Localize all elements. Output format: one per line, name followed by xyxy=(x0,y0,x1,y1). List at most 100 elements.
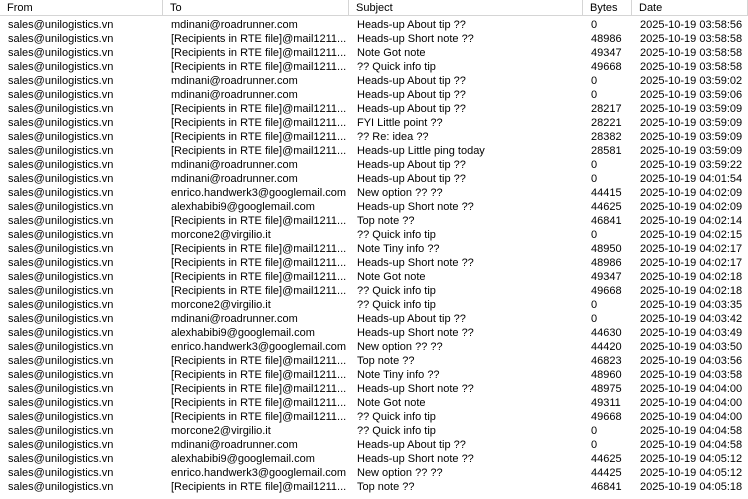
date-cell: 2025-10-19 04:02:17 xyxy=(640,257,743,269)
date-cell: 2025-10-19 04:04:00 xyxy=(640,397,743,409)
date-cell: 2025-10-19 03:59:02 xyxy=(640,75,743,87)
from-cell: sales@unilogistics.vn xyxy=(8,103,114,115)
date-cell: 2025-10-19 04:05:18 xyxy=(640,481,743,493)
date-cell: 2025-10-19 04:04:58 xyxy=(640,425,743,437)
from-cell: sales@unilogistics.vn xyxy=(8,215,114,227)
subject-cell: Top note ?? xyxy=(357,481,415,493)
date-cell: 2025-10-19 04:03:35 xyxy=(640,299,743,311)
subject-cell: Heads-up Short note ?? xyxy=(357,33,474,45)
date-cell: 2025-10-19 04:05:12 xyxy=(640,453,743,465)
subject-cell: Heads-up About tip ?? xyxy=(357,103,466,115)
subject-cell: ?? Quick info tip xyxy=(357,229,436,241)
subject-cell: ?? Quick info tip xyxy=(357,285,436,297)
subject-cell: Note Got note xyxy=(357,271,426,283)
from-cell: sales@unilogistics.vn xyxy=(8,355,114,367)
date-cell: 2025-10-19 03:59:06 xyxy=(640,89,743,101)
date-cell: 2025-10-19 04:02:15 xyxy=(640,229,743,241)
date-cell: 2025-10-19 04:03:56 xyxy=(640,355,743,367)
subject-cell: Heads-up About tip ?? xyxy=(357,75,466,87)
subject-cell: Heads-up About tip ?? xyxy=(357,313,466,325)
subject-cell: Heads-up About tip ?? xyxy=(357,173,466,185)
bytes-cell: 0 xyxy=(591,299,598,311)
to-cell: [Recipients in RTE file]@mail1211... xyxy=(171,411,347,423)
to-cell: enrico.handwerk3@googlemail.com xyxy=(171,341,347,353)
bytes-cell: 46841 xyxy=(591,481,622,493)
subject-cell: Note Tiny info ?? xyxy=(357,243,440,255)
date-cell: 2025-10-19 04:02:09 xyxy=(640,201,743,213)
to-cell: enrico.handwerk3@googlemail.com xyxy=(171,467,347,479)
bytes-cell: 44630 xyxy=(591,327,622,339)
to-cell: alexhabibi9@googlemail.com xyxy=(171,201,315,213)
from-cell: sales@unilogistics.vn xyxy=(8,173,114,185)
column-header[interactable]: From xyxy=(0,0,163,16)
from-cell: sales@unilogistics.vn xyxy=(8,19,114,31)
subject-cell: Note Got note xyxy=(357,47,426,59)
subject-cell: Heads-up About tip ?? xyxy=(357,19,466,31)
from-cell: sales@unilogistics.vn xyxy=(8,47,114,59)
bytes-cell: 0 xyxy=(591,89,598,101)
from-cell: sales@unilogistics.vn xyxy=(8,313,114,325)
bytes-cell: 49668 xyxy=(591,61,622,73)
bytes-cell: 28581 xyxy=(591,145,622,157)
date-cell: 2025-10-19 04:04:58 xyxy=(640,439,743,451)
bytes-cell: 0 xyxy=(591,439,598,451)
from-cell: sales@unilogistics.vn xyxy=(8,201,114,213)
to-cell: [Recipients in RTE file]@mail1211... xyxy=(171,383,347,395)
column-header[interactable]: Subject xyxy=(349,0,583,16)
bytes-cell: 28217 xyxy=(591,103,622,115)
to-cell: morcone2@virgilio.it xyxy=(171,299,271,311)
from-cell: sales@unilogistics.vn xyxy=(8,89,114,101)
bytes-cell: 0 xyxy=(591,19,598,31)
subject-cell: New option ?? ?? xyxy=(357,467,443,479)
to-cell: mdinani@roadrunner.com xyxy=(171,439,298,451)
subject-cell: Note Got note xyxy=(357,397,426,409)
to-cell: morcone2@virgilio.it xyxy=(171,425,271,437)
column-header[interactable]: Date xyxy=(632,0,748,16)
from-cell: sales@unilogistics.vn xyxy=(8,61,114,73)
date-cell: 2025-10-19 04:03:58 xyxy=(640,369,743,381)
from-cell: sales@unilogistics.vn xyxy=(8,327,114,339)
date-cell: 2025-10-19 03:59:09 xyxy=(640,145,743,157)
subject-cell: Top note ?? xyxy=(357,215,415,227)
from-cell: sales@unilogistics.vn xyxy=(8,187,114,199)
to-cell: alexhabibi9@googlemail.com xyxy=(171,327,315,339)
column-header[interactable]: Bytes xyxy=(583,0,632,16)
to-cell: [Recipients in RTE file]@mail1211... xyxy=(171,481,347,493)
subject-cell: Heads-up About tip ?? xyxy=(357,159,466,171)
subject-cell: New option ?? ?? xyxy=(357,341,443,353)
bytes-cell: 49311 xyxy=(591,397,621,409)
from-cell: sales@unilogistics.vn xyxy=(8,75,114,87)
bytes-cell: 44425 xyxy=(591,467,622,479)
from-cell: sales@unilogistics.vn xyxy=(8,243,114,255)
to-cell: mdinani@roadrunner.com xyxy=(171,159,298,171)
bytes-cell: 44420 xyxy=(591,341,622,353)
date-cell: 2025-10-19 04:03:50 xyxy=(640,341,743,353)
to-cell: mdinani@roadrunner.com xyxy=(171,75,298,87)
date-cell: 2025-10-19 03:58:58 xyxy=(640,61,743,73)
date-cell: 2025-10-19 04:01:54 xyxy=(640,173,743,185)
to-cell: [Recipients in RTE file]@mail1211... xyxy=(171,369,347,381)
bytes-cell: 49347 xyxy=(591,47,622,59)
from-cell: sales@unilogistics.vn xyxy=(8,145,114,157)
bytes-cell: 28221 xyxy=(591,117,622,129)
from-cell: sales@unilogistics.vn xyxy=(8,383,114,395)
column-header[interactable]: To xyxy=(163,0,349,16)
from-cell: sales@unilogistics.vn xyxy=(8,257,114,269)
bytes-cell: 48960 xyxy=(591,369,622,381)
from-cell: sales@unilogistics.vn xyxy=(8,271,114,283)
from-cell: sales@unilogistics.vn xyxy=(8,299,114,311)
date-cell: 2025-10-19 03:59:09 xyxy=(640,103,743,115)
date-cell: 2025-10-19 04:05:12 xyxy=(640,467,743,479)
bytes-cell: 0 xyxy=(591,173,598,185)
from-cell: sales@unilogistics.vn xyxy=(8,229,114,241)
subject-cell: Heads-up Short note ?? xyxy=(357,383,474,395)
subject-cell: ?? Quick info tip xyxy=(357,61,436,73)
from-cell: sales@unilogistics.vn xyxy=(8,467,114,479)
bytes-cell: 48975 xyxy=(591,383,622,395)
to-cell: [Recipients in RTE file]@mail1211... xyxy=(171,145,347,157)
bytes-cell: 0 xyxy=(591,313,598,325)
from-cell: sales@unilogistics.vn xyxy=(8,453,114,465)
date-cell: 2025-10-19 03:59:09 xyxy=(640,131,743,143)
date-cell: 2025-10-19 03:58:58 xyxy=(640,47,743,59)
bytes-cell: 0 xyxy=(591,75,598,87)
